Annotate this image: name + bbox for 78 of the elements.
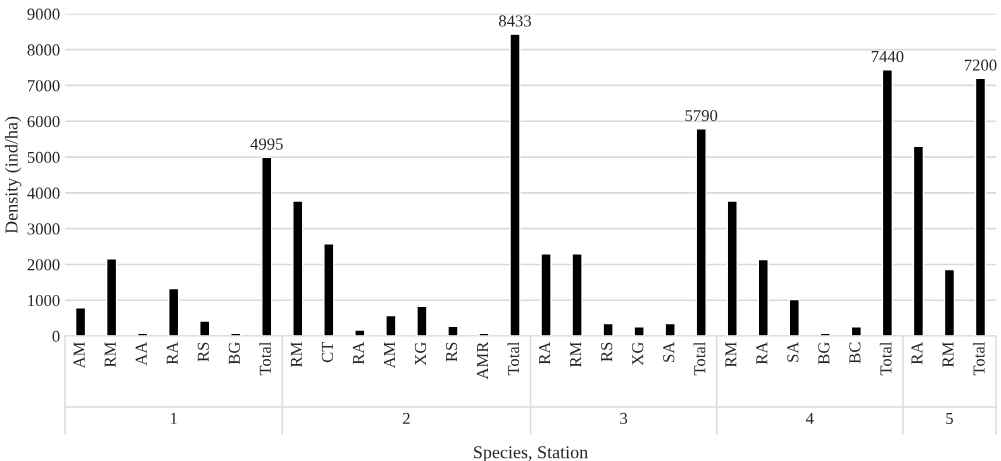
bar [757, 258, 769, 337]
bar [509, 33, 521, 337]
text: 2 [402, 412, 410, 424]
x-tick-label: RM [290, 342, 302, 368]
data-label: 4995 [250, 138, 283, 150]
data-label: 8433 [498, 15, 532, 27]
y-tick-label: 4000 [27, 187, 60, 199]
x-tick-label: RS [601, 342, 613, 362]
bar [726, 200, 738, 337]
x-tick-label: BC [849, 342, 861, 364]
bar [695, 128, 707, 337]
x-tick-label: Total [879, 341, 892, 376]
x-tick-label: BG [818, 342, 830, 365]
bar [664, 322, 676, 337]
y-tick-label: 9000 [27, 8, 60, 20]
x-tick-label: XG [632, 342, 644, 366]
bar [199, 320, 211, 337]
x-tick-label: RA [756, 341, 768, 365]
y-tick-label: 3000 [27, 223, 60, 235]
x-tick-label: SA [787, 341, 799, 362]
x-tick-label: AA [135, 341, 147, 366]
bar [912, 145, 925, 337]
y-tick-label: 6000 [27, 115, 60, 128]
x-tick-label: RA [539, 341, 551, 365]
bar [261, 156, 273, 337]
y-tick-label: 7000 [27, 80, 60, 92]
bar [974, 77, 987, 337]
x-tick-label: XG [414, 342, 427, 366]
y-tick-label: 2000 [27, 259, 60, 271]
x-tick-label: Total [507, 341, 520, 376]
y-tick-label: 5000 [27, 151, 60, 163]
x-tick-label: SA [663, 341, 675, 362]
bar [74, 307, 87, 337]
data-label: 7440 [871, 50, 904, 63]
bar [416, 305, 428, 337]
bar [881, 68, 894, 337]
y-tick-label: 1000 [28, 294, 60, 307]
y-tick-label: 8000 [27, 44, 60, 56]
x-tick-label: RM [104, 342, 116, 368]
x-tick-label: RS [445, 342, 458, 362]
text: 5 [946, 412, 953, 425]
x-tick-label: AM [73, 342, 85, 369]
bar [943, 268, 956, 337]
x-tick-label: RA [911, 341, 923, 365]
x-tick-label: RA [166, 341, 178, 365]
text: 1 [170, 412, 177, 424]
x-tick-label: AM [383, 342, 395, 369]
bar [540, 253, 552, 337]
x-tick-label: Total [972, 341, 985, 376]
x-tick-label: RM [942, 342, 954, 368]
x-tick-label: RM [570, 342, 582, 368]
bar [105, 258, 118, 337]
x-tick-label: RS [197, 342, 209, 362]
text: 4 [805, 412, 814, 424]
x-tick-label: RM [725, 342, 737, 368]
bar [788, 298, 800, 337]
x-tick-label: CT [321, 341, 333, 363]
x-tick-label: Total [259, 341, 271, 376]
bar [602, 322, 614, 337]
text: 3 [620, 412, 628, 425]
bar [354, 329, 366, 337]
bar [323, 242, 335, 337]
bar [571, 253, 583, 337]
bar [478, 332, 490, 337]
x-tick-label: BG [228, 342, 240, 365]
x-tick-label: AMR [476, 341, 488, 380]
x-tick-label: RA [352, 341, 364, 365]
y-tick-label: 0 [52, 330, 60, 343]
bar [292, 200, 304, 337]
data-label: 5790 [685, 109, 718, 122]
y-axis-title: Density (ind/ha) [4, 116, 22, 234]
data-label: 7200 [964, 59, 997, 71]
bar [633, 326, 645, 337]
bar [447, 325, 459, 337]
bar [385, 314, 397, 337]
bar [850, 326, 863, 337]
x-tick-label: Total [693, 341, 706, 376]
bar [168, 287, 180, 337]
